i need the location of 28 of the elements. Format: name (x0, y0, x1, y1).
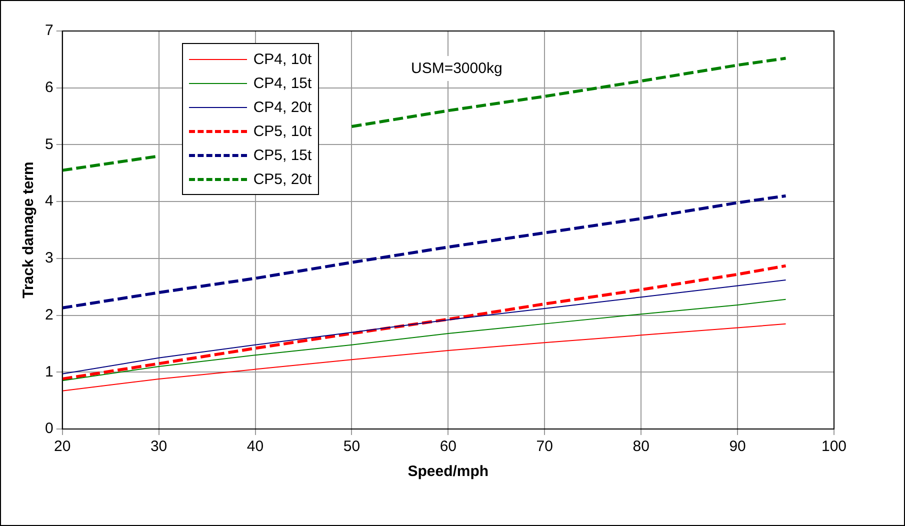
x-tick-label: 20 (54, 438, 71, 456)
y-tick-label: 1 (45, 363, 54, 380)
x-tick-label: 70 (536, 438, 553, 456)
y-tick-label: 3 (45, 250, 54, 267)
legend-label: CP5, 20t (253, 170, 312, 188)
x-tick-label: 80 (632, 438, 650, 456)
x-tick-label: 30 (150, 438, 168, 456)
y-tick-label: 7 (45, 22, 54, 40)
y-tick-label: 4 (45, 192, 54, 210)
legend-label: CP5, 15t (253, 146, 312, 164)
annotation: USM=3000kg (411, 60, 502, 77)
x-tick-label: 90 (729, 438, 746, 456)
y-tick-label: 6 (45, 79, 54, 96)
y-tick-label: 0 (45, 420, 54, 438)
x-tick-label: 50 (343, 438, 360, 456)
y-tick-label: 5 (45, 136, 54, 153)
y-tick-label: 2 (45, 306, 54, 324)
line-series (62, 194, 788, 310)
legend-label: CP4, 10t (253, 50, 312, 68)
x-tick-label: 60 (440, 438, 457, 456)
line-series (62, 264, 788, 380)
legend-label: CP5, 10t (253, 122, 312, 140)
legend-label: CP4, 15t (253, 74, 312, 92)
legend-label: CP4, 20t (253, 98, 312, 116)
x-tick-label: 40 (246, 438, 264, 456)
y-axis-title: Track damage term (20, 162, 38, 298)
x-tick-label: 100 (821, 438, 847, 456)
x-axis-title: Speed/mph (408, 463, 489, 480)
